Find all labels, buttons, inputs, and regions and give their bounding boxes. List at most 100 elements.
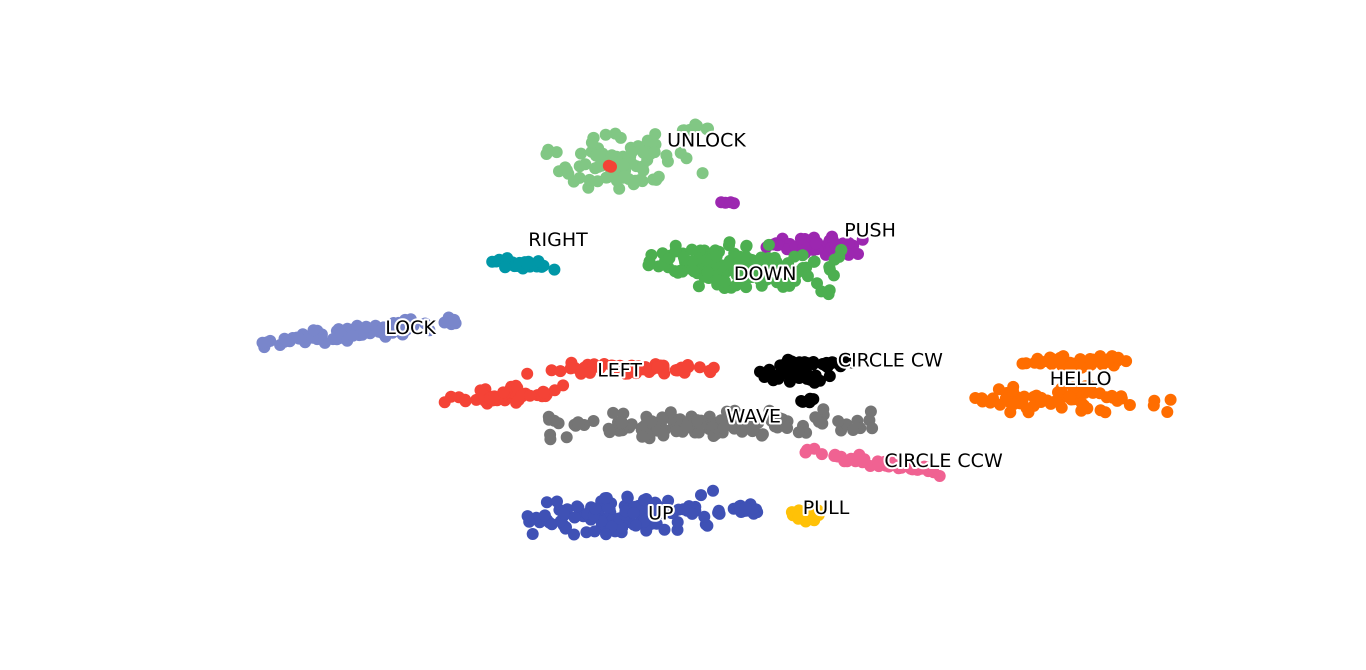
point-up (538, 509, 551, 522)
labels-layer: UNLOCK PUSH DOWN RIGHT LOCK LEFT CIRCLE CW HELL… (383, 127, 1113, 526)
point-up (698, 510, 711, 523)
point-left (521, 367, 534, 380)
label-circle-cw: CIRCLE CW (838, 349, 943, 371)
point-down (643, 255, 656, 268)
cluster-unlock (540, 118, 801, 258)
point-unlock (618, 170, 631, 183)
point-lock (389, 324, 401, 337)
point-down (745, 271, 758, 283)
point-down (782, 269, 795, 282)
point-pull (802, 509, 815, 522)
point-left (632, 360, 645, 373)
point-up (739, 501, 752, 514)
point-left (575, 367, 587, 380)
point-hello (1075, 361, 1088, 374)
point-down (723, 236, 736, 249)
point-hello (1054, 353, 1066, 366)
point-up (695, 489, 707, 502)
point-wave (542, 410, 555, 423)
point-wave (636, 430, 649, 443)
point-left (524, 389, 536, 402)
point-unlock (625, 146, 638, 158)
point-lock (438, 316, 451, 329)
point-wave (832, 415, 845, 428)
point-right (499, 261, 512, 274)
point-wave (792, 426, 805, 439)
point-push (771, 239, 784, 252)
label-wave: WAVE (727, 406, 782, 428)
point-wave (847, 424, 860, 436)
point-up (629, 519, 642, 532)
point-wave (656, 427, 669, 440)
point-down (764, 263, 777, 276)
point-left (707, 361, 720, 374)
point-circle-cw (789, 360, 802, 373)
point-left (671, 363, 684, 376)
point-hello (1034, 393, 1047, 405)
point-wave (607, 406, 620, 419)
point-wave (617, 407, 630, 420)
point-circle-ccw (920, 461, 933, 474)
point-up (568, 511, 581, 524)
point-up (600, 528, 612, 541)
point-up (521, 510, 534, 523)
point-circle-ccw (906, 463, 919, 476)
point-down (740, 281, 753, 294)
point-up (571, 500, 584, 513)
cluster-left (438, 159, 720, 410)
point-wave (763, 404, 776, 417)
point-up (638, 494, 650, 507)
point-down (801, 270, 814, 283)
point-hello (1161, 406, 1174, 418)
point-left (474, 384, 487, 397)
point-up (526, 528, 539, 540)
cluster-down (642, 236, 848, 301)
label-left: LEFT (597, 360, 642, 382)
label-pull: PULL (803, 497, 850, 519)
point-up (540, 496, 553, 509)
point-down (685, 243, 698, 256)
point-wave (692, 426, 705, 439)
point-lock (351, 319, 364, 332)
point-unlock (677, 124, 690, 137)
point-down (807, 255, 820, 268)
point-lock (346, 329, 359, 342)
point-up (677, 503, 690, 516)
point-right (532, 255, 545, 268)
point-unlock (649, 128, 662, 141)
point-wave (544, 433, 557, 446)
point-lock (360, 320, 373, 333)
point-push (852, 248, 864, 260)
point-unlock (617, 158, 630, 171)
point-hello (1094, 404, 1107, 417)
label-lock: LOCK (385, 317, 436, 339)
point-down (688, 265, 700, 278)
point-unlock (592, 160, 605, 173)
point-down (652, 260, 665, 273)
point-up (686, 507, 699, 520)
point-up (621, 490, 634, 503)
point-lock (307, 324, 320, 337)
point-wave (717, 422, 730, 435)
point-hello (1084, 380, 1097, 393)
point-up (713, 507, 726, 520)
point-unlock (688, 124, 701, 137)
point-up (588, 525, 601, 538)
point-push (727, 197, 740, 210)
point-up (568, 528, 580, 541)
point-down (692, 280, 705, 293)
point-left (564, 362, 577, 375)
point-down (730, 279, 742, 292)
point-wave (602, 422, 615, 435)
point-left (682, 361, 695, 373)
point-up (658, 523, 671, 536)
point-up (551, 495, 563, 508)
point-hello (1112, 351, 1125, 364)
point-down (669, 244, 682, 257)
point-wave (625, 418, 638, 431)
point-hello (1075, 404, 1088, 417)
point-up (627, 507, 640, 520)
point-lock (423, 324, 436, 337)
label-hello: HELLO (1050, 368, 1112, 390)
point-wave (645, 415, 658, 428)
